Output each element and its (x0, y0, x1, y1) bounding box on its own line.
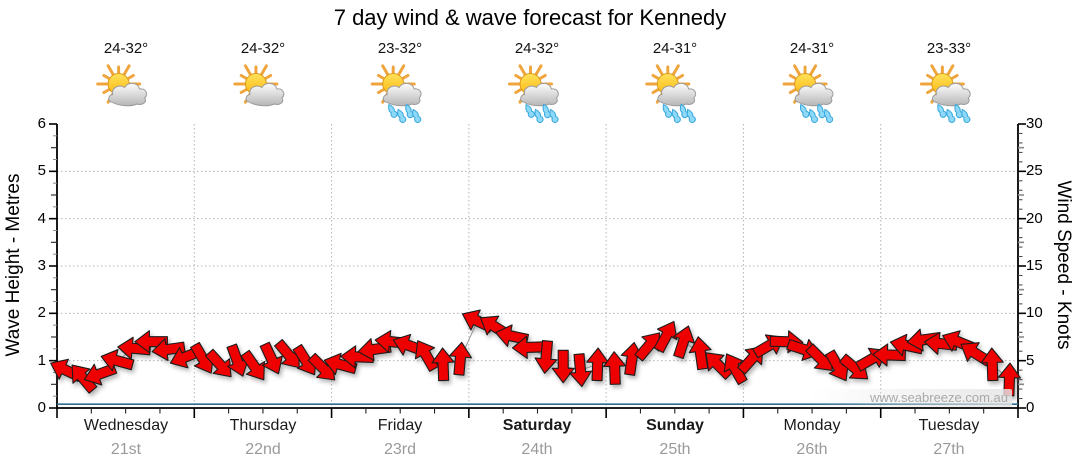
weather-icon-sun-cloud-rain (370, 64, 422, 123)
day-date: 24th (521, 441, 553, 458)
wind-arrow (997, 362, 1022, 397)
left-tick-label: 4 (37, 210, 46, 227)
wind-arrow (569, 353, 593, 388)
weather-icon-sun-cloud (96, 64, 147, 107)
day-name: Monday (783, 417, 841, 434)
wind-arrow (151, 338, 186, 362)
day-date: 26th (796, 441, 828, 458)
wind-arrow (586, 347, 610, 382)
weather-icon-sun-cloud-rain (919, 64, 971, 123)
day-name: Tuesday (918, 417, 980, 434)
wind-arrow (534, 339, 558, 374)
left-axis-title: Wave Height - Metres (3, 173, 24, 357)
left-tick-label: 1 (37, 352, 46, 369)
right-tick-label: 0 (1026, 399, 1035, 416)
day-temp: 23-33° (926, 40, 972, 57)
left-tick-label: 2 (37, 304, 46, 321)
wind-arrow (511, 335, 546, 360)
left-tick-label: 0 (37, 399, 46, 416)
wind-arrow (205, 348, 232, 378)
day-name: Thursday (229, 417, 297, 434)
day-name: Wednesday (83, 417, 169, 434)
weather-icon-sun-cloud-rain (508, 64, 559, 123)
left-tick-label: 5 (37, 162, 46, 179)
left-tick-label: 6 (37, 115, 46, 132)
day-temp: 24-32° (240, 40, 286, 57)
right-tick-label: 30 (1026, 115, 1043, 132)
day-name: Sunday (646, 417, 704, 434)
right-tick-label: 15 (1026, 257, 1043, 274)
wind-arrow (673, 325, 696, 360)
wind-arrow (653, 320, 678, 354)
wind-arrow (723, 353, 748, 386)
day-temp: 24-32° (514, 40, 560, 57)
day-temp: 24-31° (652, 40, 698, 57)
right-tick-label: 20 (1026, 210, 1043, 227)
day-temp: 24-32° (103, 40, 149, 57)
wind-arrow (431, 347, 455, 382)
day-date: 25th (659, 441, 691, 458)
weather-icon-sun-cloud-rain (782, 64, 834, 123)
left-tick-label: 3 (37, 257, 46, 274)
wind-arrow (134, 330, 168, 354)
wind-arrow (603, 351, 627, 385)
wind-arrows (50, 309, 1022, 397)
day-date: 21st (110, 441, 142, 458)
day-name: Saturday (502, 417, 572, 434)
day-date: 23rd (383, 441, 417, 458)
day-temp: 23-32° (377, 40, 423, 57)
weather-icon-sun-cloud (233, 64, 285, 107)
wind-arrow (448, 341, 472, 376)
weather-icon-sun-cloud-rain (645, 64, 697, 123)
wind-arrow (980, 347, 1004, 382)
day-date: 22nd (245, 441, 281, 458)
day-name: Friday (377, 417, 423, 434)
right-axis-title: Wind Speed - Knots (1053, 180, 1074, 350)
right-tick-label: 5 (1026, 352, 1035, 369)
axes (49, 123, 1026, 418)
wind-arrow (906, 328, 941, 352)
day-temp: 24-31° (789, 40, 835, 57)
watermark-link[interactable]: www.seabreeze.com.au (809, 389, 1012, 407)
page-title: 7 day wind & wave forecast for Kennedy (333, 5, 727, 30)
right-tick-label: 10 (1026, 304, 1043, 321)
wind-arrow (240, 349, 266, 381)
right-tick-label: 25 (1026, 162, 1043, 179)
day-date: 27th (933, 441, 965, 458)
wind-arrow (259, 341, 283, 375)
wind-arrow (551, 349, 575, 384)
wind-arrow (414, 340, 439, 372)
